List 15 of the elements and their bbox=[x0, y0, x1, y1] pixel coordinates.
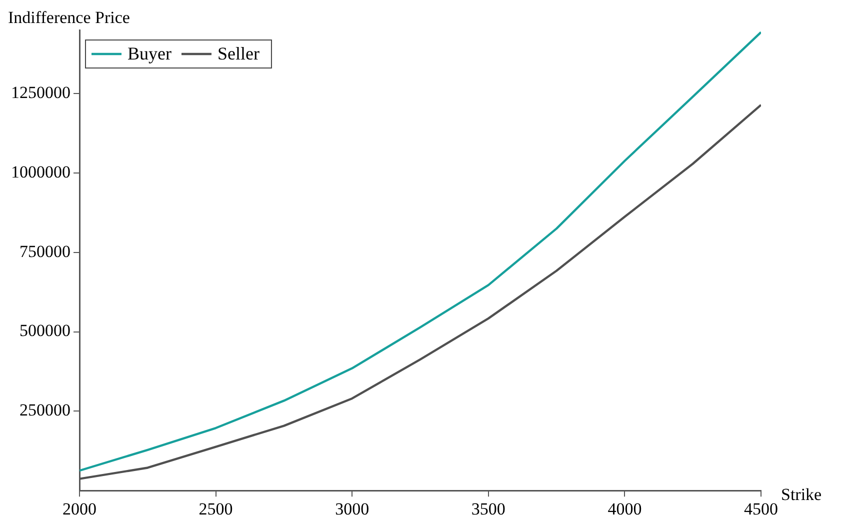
x-tick-label: 4500 bbox=[744, 499, 778, 518]
x-axis-title: Strike bbox=[781, 485, 822, 504]
y-axis-title: Indifference Price bbox=[8, 8, 130, 27]
legend-label: Seller bbox=[217, 44, 260, 64]
x-tick-label: 4000 bbox=[608, 499, 642, 518]
y-tick-label: 250000 bbox=[20, 400, 70, 420]
y-tick-label: 500000 bbox=[20, 321, 70, 340]
x-tick-label: 3500 bbox=[471, 499, 506, 518]
y-tick-label: 1000000 bbox=[11, 162, 70, 182]
x-tick-label: 2000 bbox=[62, 499, 96, 518]
x-tick-label: 2500 bbox=[198, 499, 233, 518]
x-tick-label: 3000 bbox=[335, 499, 370, 518]
legend-label: Buyer bbox=[128, 44, 172, 64]
y-tick-label: 750000 bbox=[20, 242, 70, 261]
y-tick-label: 1250000 bbox=[11, 83, 70, 102]
